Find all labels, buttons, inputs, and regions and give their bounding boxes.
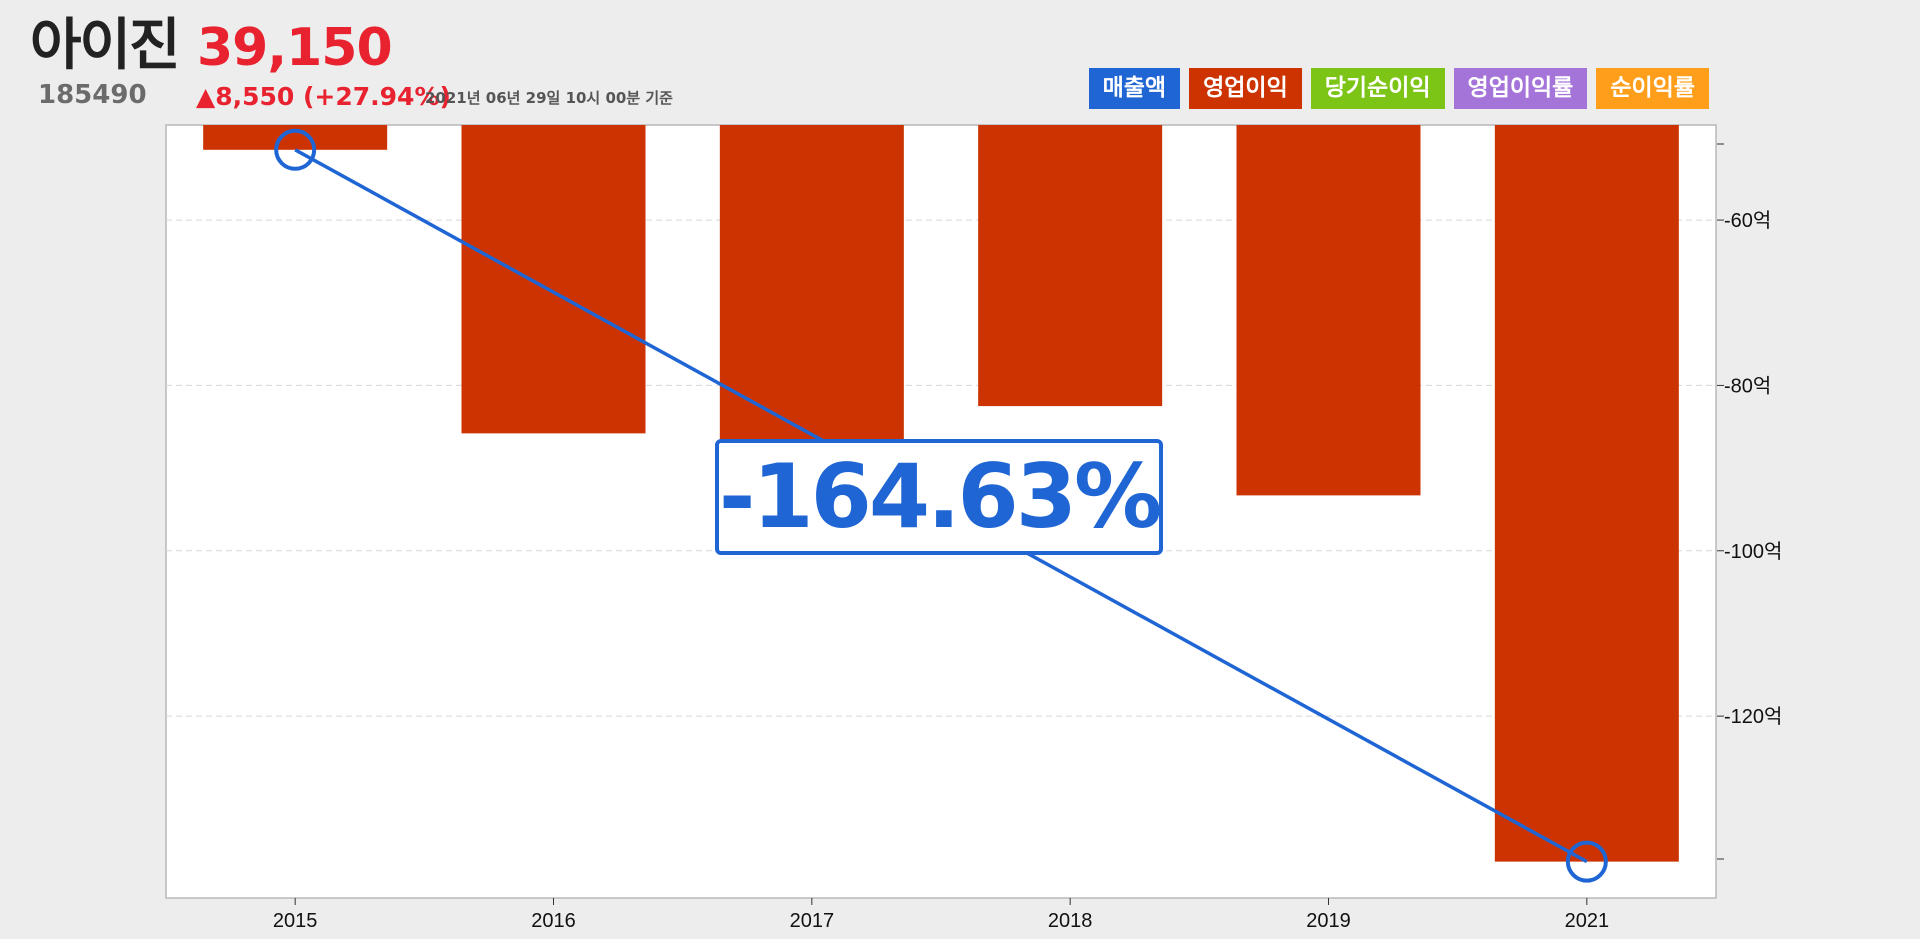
bar-2016	[461, 125, 646, 434]
trend-end-marker	[1565, 840, 1608, 883]
trend-start-marker	[274, 128, 317, 171]
legend-operating-profit[interactable]: 영업이익	[1189, 68, 1302, 109]
change-callout: -164.63%	[715, 439, 1163, 555]
y-tick-label: -120억	[1724, 705, 1782, 728]
legend-operating-margin[interactable]: 영업이익률	[1453, 68, 1588, 109]
x-tick-label: 2021	[1565, 910, 1610, 932]
legend-net-margin[interactable]: 순이익률	[1596, 68, 1709, 109]
y-tick-label: -100억	[1724, 540, 1782, 563]
x-tick-label: 2018	[1048, 910, 1093, 932]
bar-2015	[203, 125, 388, 150]
current-price: 39,150	[197, 18, 393, 78]
ticker-code: 185490	[38, 80, 147, 110]
x-tick-label: 2017	[790, 910, 835, 932]
y-tick-label: -80억	[1724, 374, 1771, 397]
legend-revenue[interactable]: 매출액	[1088, 68, 1181, 109]
company-name: 아이진	[30, 13, 181, 78]
x-tick-label: 2015	[273, 910, 318, 932]
y-tick-label: -60억	[1724, 209, 1771, 232]
legend: 매출액 영업이익 당기순이익 영업이익률 순이익률	[1088, 68, 1709, 109]
bar-2021	[1494, 125, 1679, 862]
bar-2018	[978, 125, 1163, 407]
bar-2019	[1236, 125, 1421, 496]
legend-net-income[interactable]: 당기순이익	[1310, 68, 1445, 109]
x-tick-label: 2016	[531, 910, 576, 932]
as-of-timestamp: 2021년 06년 29일 10시 00분 기준	[425, 89, 673, 107]
bar-2017	[719, 125, 904, 464]
price-change: ▲8,550 (+27.94%)	[196, 82, 451, 111]
x-tick-label: 2019	[1306, 910, 1351, 932]
